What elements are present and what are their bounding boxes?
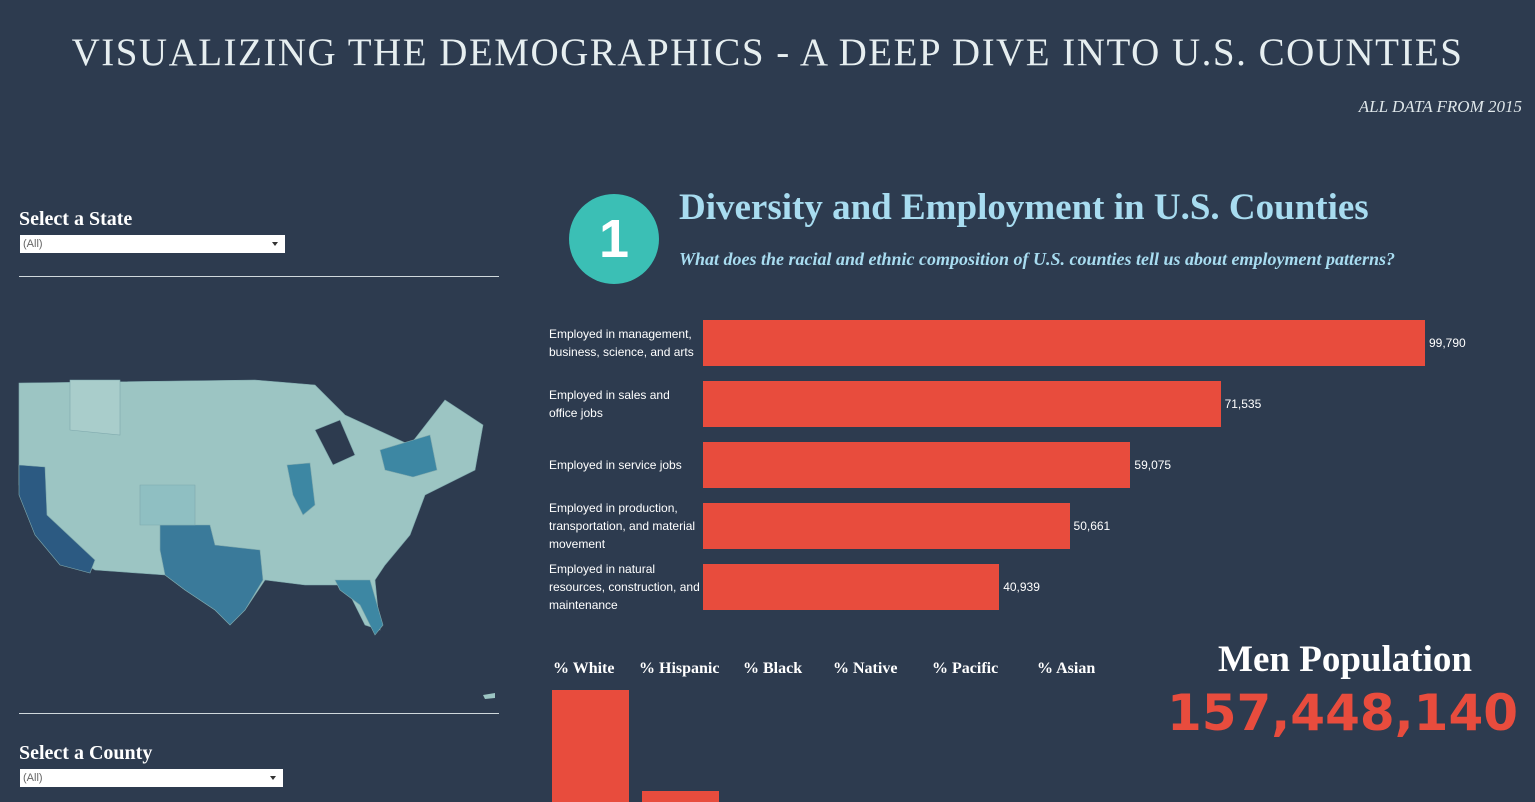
bar <box>703 381 1221 427</box>
state-new-york <box>379 434 438 478</box>
category-label: Employed in natural resources, construct… <box>549 562 700 612</box>
category-label: Employed in service jobs <box>549 458 682 472</box>
state-montana <box>69 379 121 436</box>
value-label: 59,075 <box>1134 458 1172 472</box>
us-map[interactable] <box>15 375 495 705</box>
divider <box>19 713 499 714</box>
value-label: 40,939 <box>1003 580 1040 594</box>
dropdown-arrow <box>270 776 276 780</box>
state-hawaii <box>483 693 495 699</box>
state-illinois <box>286 462 316 516</box>
value-label: 99,790 <box>1429 336 1466 350</box>
state-california <box>18 464 96 574</box>
race-bar <box>642 791 719 802</box>
category-label: Employed in production, transportation, … <box>549 501 696 551</box>
category-label: Employed in sales and office jobs <box>549 388 670 420</box>
bar <box>703 564 1000 610</box>
dashboard-subtitle: ALL DATA FROM 2015 <box>1358 97 1522 116</box>
value-label: 50,661 <box>1073 519 1111 533</box>
race-column-header: % Black <box>743 660 803 677</box>
kpi-value: 157,448,140 <box>1166 684 1519 742</box>
county-filter-label: Select a County <box>19 742 153 764</box>
race-column-header: % Hispanic <box>639 660 720 677</box>
race-column-header: % Asian <box>1037 660 1096 677</box>
bar <box>703 320 1425 366</box>
bar <box>703 442 1131 488</box>
state-texas <box>159 524 264 626</box>
kpi-label: Men Population <box>1218 639 1472 680</box>
county-dropdown[interactable]: (All) <box>20 769 283 787</box>
category-label: Employed in management, business, scienc… <box>549 327 694 359</box>
dashboard-title: VISUALIZING THE DEMOGRAPHICS - A DEEP DI… <box>71 31 1464 74</box>
state-dropdown[interactable]: (All) <box>20 235 285 253</box>
county-dropdown-value: (All) <box>23 772 43 784</box>
divider <box>19 276 499 277</box>
state-florida <box>334 579 384 636</box>
section-number: 1 <box>569 194 659 284</box>
dropdown-arrow <box>272 242 278 246</box>
section-question: What does the racial and ethnic composit… <box>679 249 1396 269</box>
race-column-header: % Pacific <box>932 660 999 677</box>
section-title: Diversity and Employment in U.S. Countie… <box>679 187 1369 228</box>
race-column-header: % Native <box>833 660 898 677</box>
lake <box>314 419 356 466</box>
race-bar <box>552 690 629 802</box>
race-column-header: % White <box>553 660 615 677</box>
state-dropdown-value: (All) <box>23 238 43 250</box>
state-colorado <box>139 484 196 526</box>
value-label: 71,535 <box>1224 397 1262 411</box>
bar <box>703 503 1070 549</box>
state-filter-label: Select a State <box>19 208 133 230</box>
